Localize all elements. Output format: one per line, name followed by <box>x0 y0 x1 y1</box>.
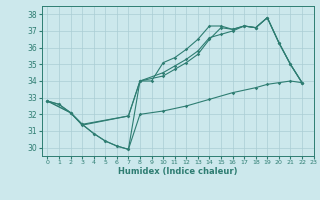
X-axis label: Humidex (Indice chaleur): Humidex (Indice chaleur) <box>118 167 237 176</box>
